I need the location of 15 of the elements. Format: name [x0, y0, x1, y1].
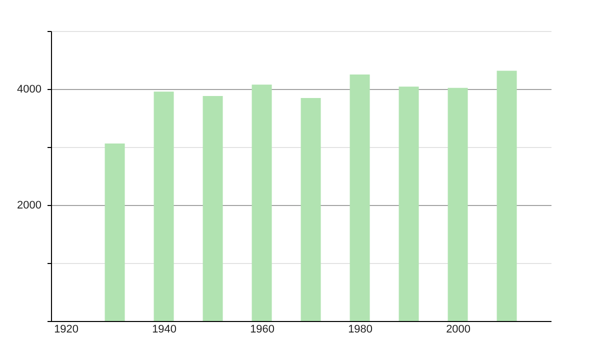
bar: [496, 70, 517, 321]
y-tick-label: 4000: [17, 84, 42, 96]
bar: [448, 88, 468, 321]
bar: [104, 144, 125, 321]
bar: [252, 84, 272, 321]
bar: [202, 96, 223, 321]
bar: [350, 74, 370, 321]
x-tick-label: 1960: [250, 324, 275, 336]
x-tick-label: 1980: [348, 324, 373, 336]
bar: [300, 98, 321, 321]
x-tick-label: 2000: [446, 324, 471, 336]
x-tick-label: 1920: [54, 324, 79, 336]
bar: [398, 86, 419, 321]
bar: [154, 92, 174, 321]
x-tick-label: 1940: [152, 324, 177, 336]
